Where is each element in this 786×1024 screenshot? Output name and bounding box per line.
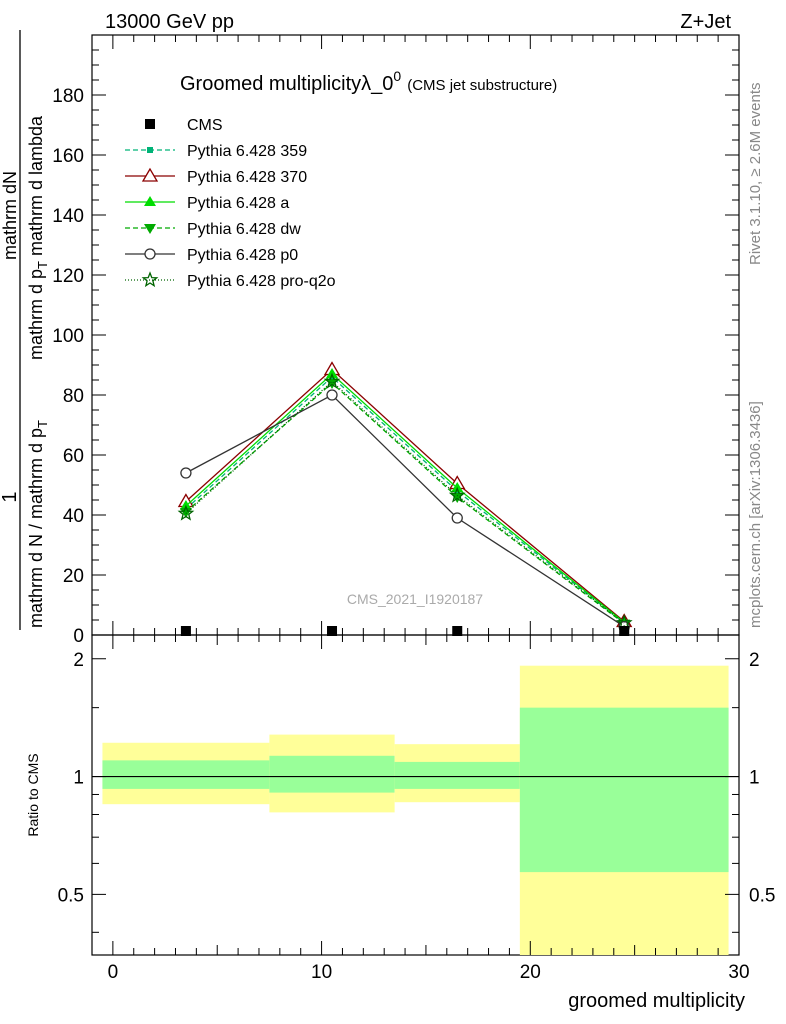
legend-marker bbox=[144, 196, 156, 206]
main-ytick-label: 160 bbox=[52, 146, 84, 167]
series-line bbox=[185, 394, 625, 628]
rivet-label: Rivet 3.1.10, ≥ 2.6M events bbox=[747, 83, 764, 266]
legend-label: Pythia 6.428 dw bbox=[187, 221, 301, 238]
cms-data-layer bbox=[180, 626, 630, 636]
main-ytick-label: 20 bbox=[63, 566, 84, 587]
series-point bbox=[326, 389, 338, 401]
ratio-ytick-label: 1 bbox=[73, 768, 84, 789]
series-point bbox=[180, 467, 192, 479]
legend-entry-3: Pythia 6.428 dw bbox=[125, 221, 301, 238]
ratio-ticks: 0.5 0.51 12 20 10 20 30 bbox=[58, 635, 775, 983]
ylabel-pre-denominator: mathrm d N / mathrm d pT bbox=[26, 420, 50, 628]
series-point bbox=[451, 512, 463, 524]
ratio-xtick-label: 30 bbox=[728, 962, 749, 983]
ratio-bands bbox=[92, 665, 739, 955]
series-point bbox=[323, 372, 341, 389]
legend-marker bbox=[144, 248, 156, 260]
legend-marker bbox=[144, 224, 156, 234]
main-ylabel: 1 mathrm d N / mathrm d pT mathrm dN mat… bbox=[0, 30, 50, 630]
header-energy: 13000 GeV pp bbox=[105, 11, 234, 33]
series-line bbox=[185, 380, 625, 624]
legend-marker bbox=[145, 119, 155, 129]
legend-label: Pythia 6.428 370 bbox=[187, 169, 307, 186]
legend-label: Pythia 6.428 p0 bbox=[187, 247, 298, 264]
ratio-band-green bbox=[394, 761, 520, 789]
ratio-ytick-label-right: 1 bbox=[749, 768, 760, 789]
legend-label: Pythia 6.428 a bbox=[187, 195, 289, 212]
ylabel-inner-denominator: mathrm d pT mathrm d lambda bbox=[26, 115, 50, 360]
ylabel-inner-numerator: mathrm dN bbox=[0, 171, 20, 260]
legend-entry-1: Pythia 6.428 370 bbox=[125, 167, 307, 186]
main-ytick-label: 60 bbox=[63, 446, 84, 467]
legend-entry-cms: CMS bbox=[145, 117, 223, 134]
ratio-ytick-label: 2 bbox=[73, 650, 84, 671]
mcplots-label: mcplots.cern.ch [arXiv:1306.3436] bbox=[747, 401, 764, 628]
ratio-ytick-label: 0.5 bbox=[58, 885, 84, 906]
main-ytick-label: 40 bbox=[63, 506, 84, 527]
ratio-xtick-label: 10 bbox=[311, 962, 332, 983]
ratio-band-green bbox=[102, 760, 270, 789]
main-ytick-label: 120 bbox=[52, 266, 84, 287]
header-process: Z+Jet bbox=[680, 11, 731, 33]
ratio-ytick-label-right: 0.5 bbox=[749, 885, 775, 906]
legend-entry-0: Pythia 6.428 359 bbox=[125, 143, 307, 160]
series-point bbox=[448, 486, 466, 503]
main-ytick-label: 140 bbox=[52, 206, 84, 227]
series-point bbox=[177, 504, 195, 521]
plot-title: Groomed multiplicityλ_00(CMS jet substru… bbox=[180, 68, 557, 95]
series-line bbox=[185, 376, 625, 624]
ylabel-pre-numerator: 1 bbox=[0, 491, 21, 502]
series-line bbox=[185, 373, 625, 623]
series-0 bbox=[182, 374, 628, 626]
ratio-plot-frame bbox=[91, 634, 740, 956]
main-ytick-label: 100 bbox=[52, 326, 84, 347]
main-ytick-label: 0 bbox=[73, 626, 84, 647]
main-ytick-label: 80 bbox=[63, 386, 84, 407]
ratio-ylabel: Ratio to CMS bbox=[25, 753, 41, 836]
analysis-watermark: CMS_2021_I1920187 bbox=[347, 591, 483, 607]
ratio-ytick-label-right: 2 bbox=[749, 650, 760, 671]
legend: CMS Pythia 6.428 359 Pythia 6.428 370 Pythi… bbox=[125, 117, 336, 290]
legend-entry-4: Pythia 6.428 p0 bbox=[125, 247, 298, 264]
legend-entry-5: Pythia 6.428 pro-q2o bbox=[125, 271, 336, 290]
main-ytick-label: 180 bbox=[52, 86, 84, 107]
x-axis-label: groomed multiplicity bbox=[568, 990, 745, 1012]
ratio-xtick-label: 20 bbox=[520, 962, 541, 983]
series-line bbox=[185, 382, 625, 625]
legend-label: Pythia 6.428 pro-q2o bbox=[187, 273, 336, 290]
ratio-band-green bbox=[269, 755, 395, 793]
legend-entry-2: Pythia 6.428 a bbox=[125, 195, 289, 212]
cms-point bbox=[619, 626, 630, 636]
ratio-band-green bbox=[519, 707, 729, 873]
cms-point bbox=[180, 626, 191, 636]
ratio-xtick-label: 0 bbox=[108, 962, 119, 983]
legend-label: Pythia 6.428 359 bbox=[187, 143, 307, 160]
legend-marker bbox=[141, 271, 159, 288]
cms-point bbox=[327, 626, 338, 636]
legend-marker bbox=[141, 167, 159, 182]
legend-label: CMS bbox=[187, 117, 223, 134]
series-layer bbox=[177, 361, 633, 633]
series-2 bbox=[179, 368, 631, 627]
series-line bbox=[185, 368, 625, 623]
cms-point bbox=[452, 626, 463, 636]
legend-marker bbox=[147, 147, 153, 153]
main-y-ticks: 0 20 40 60 80 100 120 140 160 180 bbox=[52, 35, 740, 647]
